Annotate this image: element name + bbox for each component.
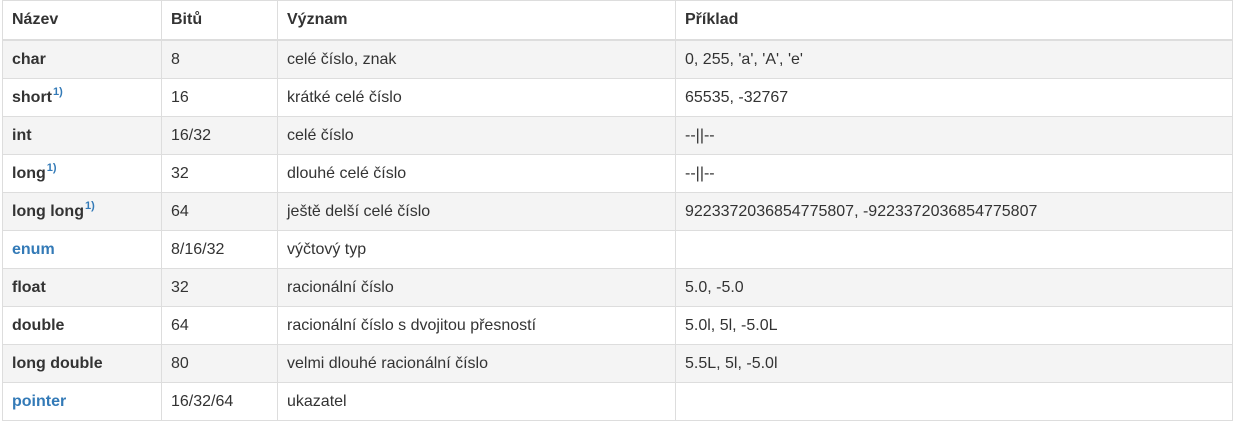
cell-meaning: krátké celé číslo [277, 78, 676, 117]
cell-meaning: ještě delší celé číslo [277, 192, 676, 231]
type-name-link[interactable]: pointer [12, 392, 67, 410]
type-name: double [12, 316, 65, 334]
table-row: enum 8/16/32 výčtový typ [2, 230, 1233, 269]
table-row: short1) 16 krátké celé číslo 65535, -32767 [2, 78, 1233, 117]
cell-bits: 16/32 [161, 116, 278, 155]
type-name: char [12, 50, 46, 68]
type-name: long long [12, 202, 84, 220]
footnote-link[interactable]: 1) [53, 86, 63, 99]
cell-meaning: racionální číslo [277, 268, 676, 307]
type-name: long double [12, 354, 103, 372]
data-types-table: Název Bitů Význam Příklad char 8 celé čísl… [2, 0, 1233, 421]
cell-name: long double [2, 344, 162, 383]
cell-meaning: ukazatel [277, 382, 676, 421]
cell-example: --||-- [675, 116, 1233, 155]
cell-meaning: celé číslo [277, 116, 676, 155]
cell-meaning: velmi dlouhé racionální číslo [277, 344, 676, 383]
cell-bits: 8/16/32 [161, 230, 278, 269]
cell-example: 5.5L, 5l, -5.0l [675, 344, 1233, 383]
cell-bits: 32 [161, 154, 278, 193]
cell-name: enum [2, 230, 162, 269]
cell-example: 65535, -32767 [675, 78, 1233, 117]
table-body: char 8 celé číslo, znak 0, 255, 'a', 'A', '… [2, 39, 1233, 421]
type-name: long [12, 164, 46, 182]
table-row: pointer 16/32/64 ukazatel [2, 382, 1233, 421]
cell-name: long long1) [2, 192, 162, 231]
table-row: char 8 celé číslo, znak 0, 255, 'a', 'A', '… [2, 39, 1233, 79]
footnote-link[interactable]: 1) [46, 162, 57, 175]
cell-example: 0, 255, 'a', 'A', 'e' [675, 39, 1233, 79]
table-header: Název Bitů Význam Příklad [2, 0, 1233, 41]
header-example: Příklad [675, 0, 1233, 41]
table-row: double 64 racionální číslo s dvojitou přes… [2, 306, 1233, 345]
cell-name: double [2, 306, 162, 345]
cell-example [675, 382, 1233, 421]
header-bits: Bitů [161, 0, 278, 41]
cell-example: 9223372036854775807, -922337203685477580… [675, 192, 1233, 231]
cell-bits: 16 [161, 78, 278, 117]
cell-bits: 32 [161, 268, 278, 307]
cell-name: int [2, 116, 162, 155]
table-row: float 32 racionální číslo 5.0, -5.0 [2, 268, 1233, 307]
cell-bits: 64 [161, 192, 278, 231]
type-name-link[interactable]: enum [12, 240, 55, 258]
table-row: int 16/32 celé číslo --||-- [2, 116, 1233, 155]
cell-example [675, 230, 1233, 269]
cell-bits: 8 [161, 39, 278, 79]
cell-example: 5.0l, 5l, -5.0L [675, 306, 1233, 345]
cell-name: long1) [2, 154, 162, 193]
cell-meaning: dlouhé celé číslo [277, 154, 676, 193]
cell-example: --||-- [675, 154, 1233, 193]
table-row: long long1) 64 ještě delší celé číslo 92233… [2, 192, 1233, 231]
type-name: int [12, 126, 32, 144]
cell-name: short1) [2, 78, 162, 117]
table-row: long1) 32 dlouhé celé číslo --||-- [2, 154, 1233, 193]
type-name: float [12, 278, 46, 296]
header-name: Název [2, 0, 162, 41]
cell-bits: 64 [161, 306, 278, 345]
header-row: Název Bitů Význam Příklad [2, 0, 1233, 41]
cell-bits: 80 [161, 344, 278, 383]
cell-meaning: racionální číslo s dvojitou přesností [277, 306, 676, 345]
footnote-link[interactable]: 1) [84, 200, 95, 213]
cell-name: pointer [2, 382, 162, 421]
cell-bits: 16/32/64 [161, 382, 278, 421]
cell-name: float [2, 268, 162, 307]
cell-meaning: výčtový typ [277, 230, 676, 269]
header-meaning: Význam [277, 0, 676, 41]
table-row: long double 80 velmi dlouhé racionální čís… [2, 344, 1233, 383]
cell-example: 5.0, -5.0 [675, 268, 1233, 307]
cell-name: char [2, 39, 162, 79]
cell-meaning: celé číslo, znak [277, 39, 676, 79]
type-name: short [12, 88, 52, 106]
